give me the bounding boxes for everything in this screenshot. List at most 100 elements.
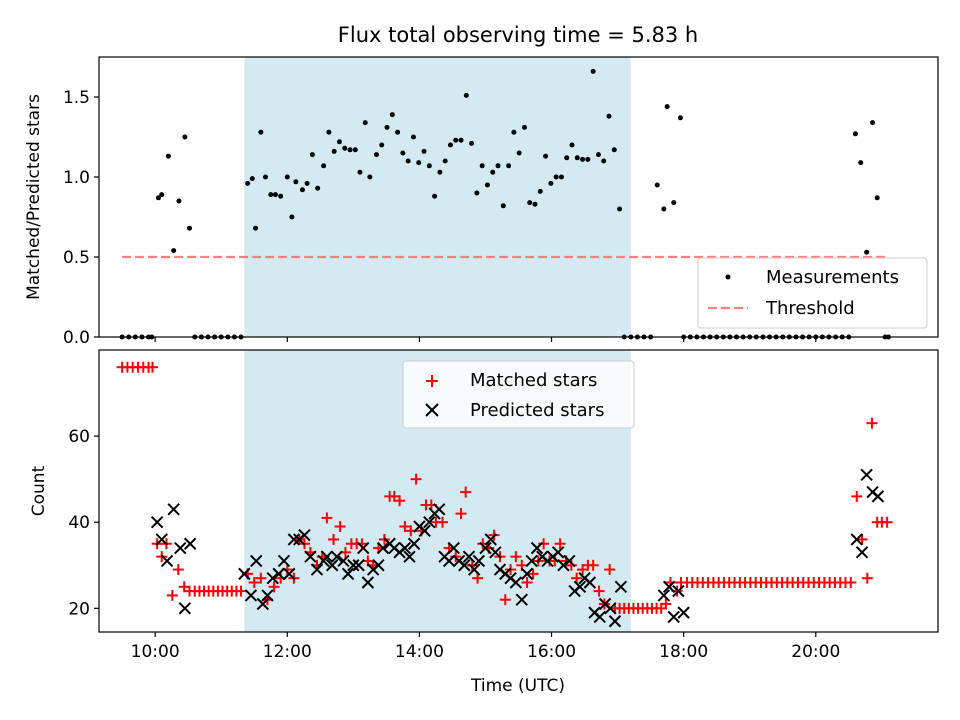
predicted-star-point (337, 554, 350, 568)
measurement-point (490, 169, 496, 175)
top-y-ticks: 0.0 0.5 1.0 1.5 (63, 88, 99, 348)
measurement-point (569, 142, 575, 148)
measurement-point (331, 148, 337, 154)
predicted-star-point (468, 563, 481, 576)
measurement-point (400, 150, 406, 156)
measurement-point (384, 124, 390, 130)
predicted-star-point (593, 610, 606, 624)
predicted-star-point (155, 533, 168, 546)
predicted-star-point (672, 584, 685, 598)
predicted-star-point (361, 576, 375, 589)
matched-star-point (172, 564, 184, 576)
predicted-star-point (287, 533, 301, 546)
measurement-point (379, 142, 385, 148)
matched-star-point (437, 516, 449, 528)
predicted-star-point (662, 580, 676, 594)
measurement-point (362, 120, 368, 126)
predicted-star-point (376, 541, 390, 555)
matched-star-point (881, 516, 893, 528)
legend-predicted-marker (425, 403, 439, 417)
measurement-point (432, 193, 438, 199)
legend-predicted-label: Predicted stars (470, 400, 604, 421)
measurement-point (516, 150, 522, 156)
measurement-point (585, 156, 591, 162)
matched-star-point (268, 581, 280, 593)
matched-star-point (851, 490, 863, 502)
matched-star-point (660, 598, 672, 610)
y-tick-label: 0.0 (63, 328, 90, 348)
measurement-point (315, 185, 321, 191)
measurement-point (495, 163, 501, 169)
matched-star-point (166, 589, 178, 601)
matched-star-point (235, 585, 247, 597)
predicted-star-point (341, 567, 355, 581)
bottom-axes-frame (98, 349, 939, 633)
measurement-point (437, 169, 443, 175)
matched-star-point (604, 564, 616, 576)
predicted-stars-points (150, 468, 885, 628)
predicted-star-point (860, 468, 873, 482)
measurement-point (268, 192, 274, 198)
matched-star-point (328, 533, 340, 545)
chart-title: Flux total observing time = 5.83 h (338, 23, 698, 47)
measurement-point (249, 176, 255, 182)
measurement-point (553, 174, 559, 180)
x-tick-label: 20:00 (791, 642, 840, 662)
measurement-point (474, 190, 480, 196)
predicted-star-point (320, 550, 334, 563)
measurement-point (580, 156, 586, 162)
matched-star-point (334, 521, 346, 533)
predicted-star-point (398, 541, 412, 555)
predicted-star-point (304, 550, 317, 563)
matched-star-point (593, 585, 605, 597)
bottom-legend: Matched stars Predicted stars (402, 360, 635, 429)
measurement-point (537, 188, 543, 194)
measurement-point (543, 153, 549, 159)
predicted-star-point (352, 559, 365, 572)
predicted-star-point (403, 550, 416, 563)
predicted-star-point (325, 559, 339, 572)
matched-star-point (248, 576, 260, 588)
measurement-point (165, 153, 171, 159)
measurement-point (874, 195, 880, 201)
measurement-point (852, 131, 858, 137)
matched-star-point (571, 572, 583, 584)
measurement-point (595, 152, 601, 158)
predicted-star-point (423, 516, 436, 529)
predicted-star-point (347, 559, 360, 572)
predicted-star-point (551, 546, 565, 559)
x-tick-label: 14:00 (395, 642, 444, 662)
measurement-point (347, 147, 353, 153)
measurement-point (864, 249, 870, 255)
predicted-star-point (479, 541, 492, 555)
measurement-point (532, 201, 538, 207)
legend-matched-marker (426, 375, 438, 387)
predicted-star-point (509, 576, 523, 589)
legend-measurement-marker (725, 274, 731, 280)
measurement-point (590, 68, 596, 74)
predicted-star-point (283, 567, 296, 581)
y-tick-label: 1.5 (63, 88, 90, 108)
measurement-point (677, 115, 683, 121)
measurement-point (171, 248, 177, 254)
predicted-star-point (277, 554, 291, 568)
y-tick-label: 60 (68, 427, 90, 447)
top-shaded-region (244, 57, 631, 337)
legend-threshold-label: Threshold (765, 298, 855, 319)
x-tick-label: 16:00 (527, 642, 576, 662)
measurement-point (262, 174, 268, 180)
matched-star-point (394, 495, 406, 507)
x-tick-label: 18:00 (659, 642, 708, 662)
measurement-point (410, 134, 416, 140)
matched-star-point (410, 473, 422, 485)
measurement-point (187, 225, 193, 231)
measurement-point (484, 182, 490, 188)
measurement-point (574, 155, 580, 161)
matched-star-point (587, 559, 599, 571)
predicted-star-point (272, 567, 285, 581)
predicted-star-point (261, 589, 274, 602)
measurement-point (442, 158, 448, 164)
predicted-star-point (525, 554, 538, 568)
measurement-point (289, 214, 295, 220)
